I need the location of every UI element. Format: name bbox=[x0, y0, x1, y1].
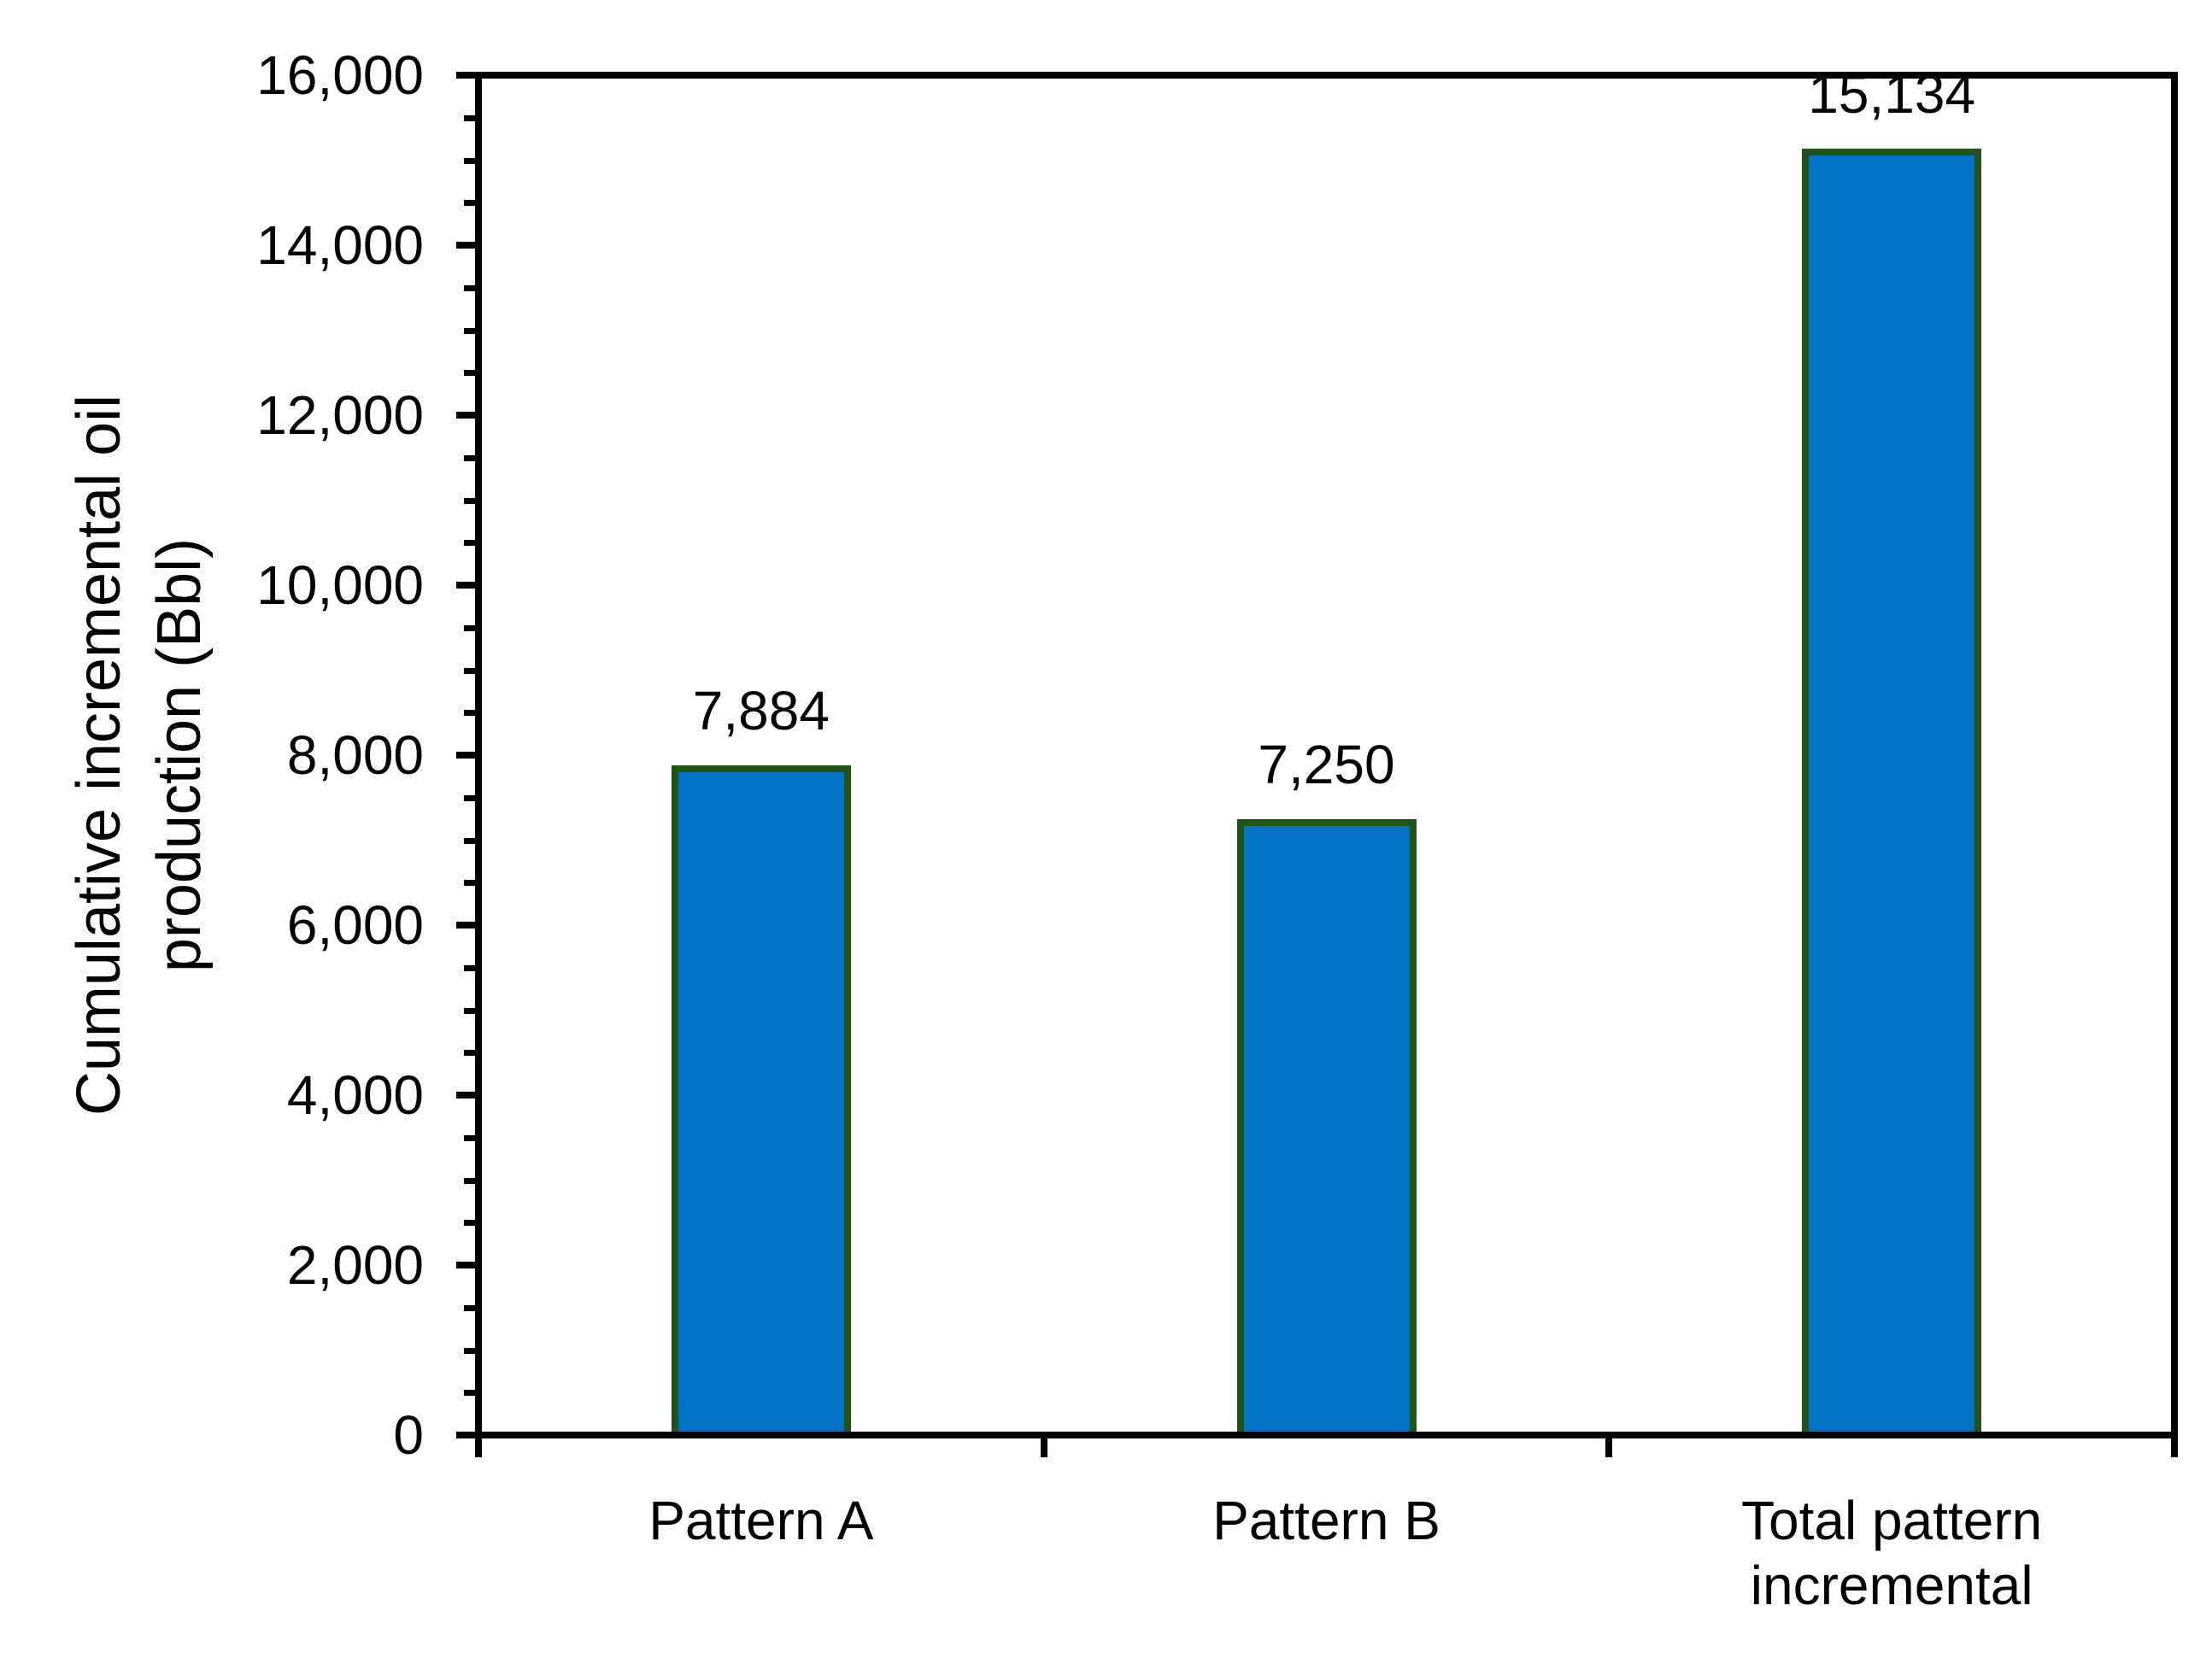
y-minor-tick bbox=[464, 964, 475, 971]
y-minor-tick bbox=[464, 284, 475, 291]
y-minor-tick bbox=[464, 1134, 475, 1141]
y-major-tick bbox=[456, 1092, 475, 1098]
y-tick-label: 12,000 bbox=[256, 384, 424, 446]
y-minor-tick bbox=[464, 1007, 475, 1014]
y-tick-label: 6,000 bbox=[286, 894, 424, 956]
y-minor-tick bbox=[464, 540, 475, 547]
y-major-tick bbox=[456, 1432, 475, 1438]
x-boundary-tick bbox=[475, 1438, 482, 1457]
y-tick-label: 0 bbox=[393, 1404, 424, 1466]
y-major-tick bbox=[456, 1262, 475, 1268]
y-minor-tick bbox=[464, 794, 475, 801]
y-major-tick bbox=[456, 922, 475, 929]
y-minor-tick bbox=[464, 1304, 475, 1311]
y-major-tick bbox=[456, 412, 475, 419]
bar-value-label: 7,250 bbox=[1258, 733, 1395, 795]
y-minor-tick bbox=[464, 667, 475, 674]
y-major-tick bbox=[456, 242, 475, 249]
x-boundary-tick bbox=[1040, 1438, 1047, 1457]
y-minor-tick bbox=[464, 114, 475, 121]
y-minor-tick bbox=[464, 454, 475, 461]
x-category-label: Pattern B bbox=[1212, 1490, 1440, 1551]
y-tick-label: 8,000 bbox=[286, 724, 424, 786]
y-minor-tick bbox=[464, 624, 475, 631]
bar bbox=[671, 765, 851, 1432]
bar-value-label: 15,134 bbox=[1808, 63, 1976, 126]
y-minor-tick bbox=[464, 710, 475, 717]
y-tick-label: 4,000 bbox=[286, 1064, 424, 1126]
x-boundary-tick bbox=[1605, 1438, 1613, 1457]
y-minor-tick bbox=[464, 837, 475, 844]
y-minor-tick bbox=[464, 880, 475, 887]
y-minor-tick bbox=[464, 1390, 475, 1397]
y-tick-label: 16,000 bbox=[256, 44, 424, 106]
y-major-tick bbox=[456, 752, 475, 759]
y-minor-tick bbox=[464, 157, 475, 164]
y-minor-tick bbox=[464, 1050, 475, 1057]
y-minor-tick bbox=[464, 1220, 475, 1227]
y-minor-tick bbox=[464, 1347, 475, 1354]
y-major-tick bbox=[456, 72, 475, 79]
y-major-tick bbox=[456, 582, 475, 589]
y-minor-tick bbox=[464, 327, 475, 334]
x-category-label: Pattern A bbox=[648, 1490, 874, 1551]
y-tick-label: 2,000 bbox=[286, 1234, 424, 1296]
x-boundary-tick bbox=[2171, 1438, 2178, 1457]
bar bbox=[1236, 818, 1417, 1432]
y-tick-label: 10,000 bbox=[256, 554, 424, 616]
y-minor-tick bbox=[464, 200, 475, 207]
y-tick-label: 14,000 bbox=[256, 214, 424, 276]
y-minor-tick bbox=[464, 497, 475, 504]
bar-value-label: 7,884 bbox=[692, 679, 830, 741]
y-minor-tick bbox=[464, 370, 475, 377]
x-category-label: Total pattern incremental bbox=[1741, 1490, 2043, 1616]
y-minor-tick bbox=[464, 1177, 475, 1184]
bar bbox=[1802, 149, 1982, 1432]
